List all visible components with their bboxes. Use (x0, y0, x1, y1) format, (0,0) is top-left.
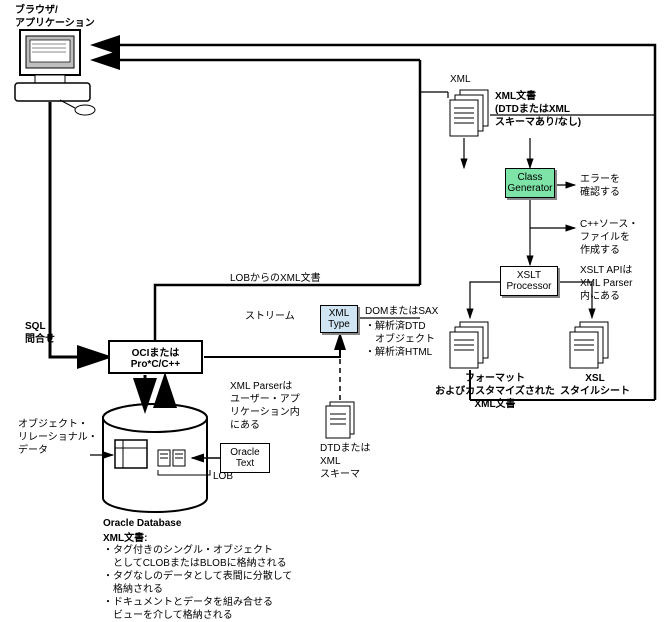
xslt-api-note: XSLT APIは XML Parser 内にある (580, 264, 632, 303)
oci-box: OCIまたは Pro*C/C++ (108, 340, 203, 374)
dtd-schema-label: DTDまたは XML スキーマ (320, 442, 371, 481)
error-check-label: エラーを 確認する (580, 173, 620, 199)
xml-parser-note: XML Parserは ユーザー・アプ リケーション内 にある (230, 380, 300, 432)
xsl-stylesheet-doc-icon (570, 322, 608, 368)
dtd-schema-doc-icon (326, 402, 354, 438)
formatted-xml-doc-icon (450, 322, 488, 368)
browser-label: ブラウザ/ アプリケーション (15, 4, 95, 30)
xml-type-box: XML Type (320, 305, 358, 333)
cpp-source-label: C++ソース・ ファイルを 作成する (580, 218, 638, 257)
xml-doc-top-icon (450, 90, 488, 136)
xml-docs-bullets: ・タグ付きのシングル・オブジェクト としてCLOBまたはBLOBに格納される ・… (103, 544, 292, 622)
oracle-text-box: Oracle Text (220, 443, 270, 473)
dom-sax-label: DOMまたはSAX (365, 305, 438, 318)
xsl-stylesheet-label: XSL スタイルシート (560, 372, 630, 398)
formatted-xml-label: フォーマット およびカスタマイズされた XML文書 (420, 372, 570, 411)
sql-query-label: SQL 問合せ (25, 320, 55, 346)
oracle-db-label: Oracle Database (103, 517, 181, 530)
xslt-proc-box: XSLT Processor (500, 266, 558, 296)
xml-top-text: XML (450, 74, 471, 85)
stream-label: ストリーム (245, 310, 295, 323)
lob-xml-label: LOBからのXML文書 (230, 272, 321, 285)
class-gen-box: Class Generator (505, 168, 555, 198)
computer-icon (15, 30, 95, 115)
obj-rel-label: オブジェクト・ リレーショナル・ データ (18, 418, 98, 457)
parsed-labels: ・解析済DTD オブジェクト ・解析済HTML (365, 320, 435, 359)
xml-doc-bold: XML文書 (DTDまたはXML スキーマあり/なし) (495, 90, 581, 129)
